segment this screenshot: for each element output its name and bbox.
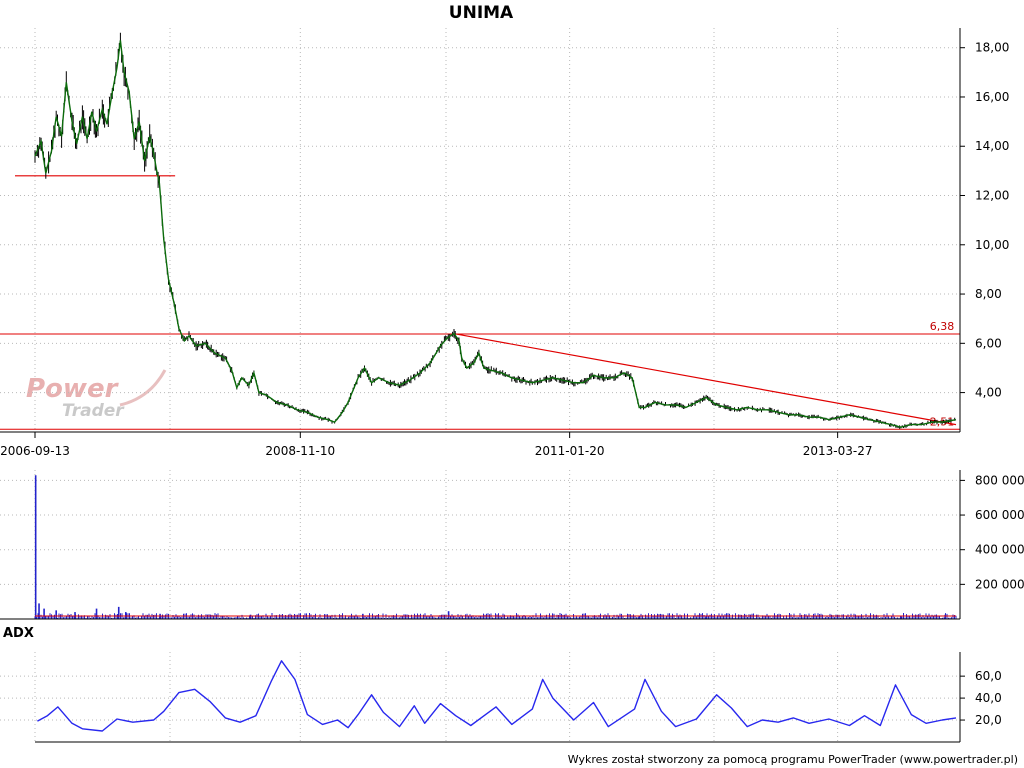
price-y-tick-label: 18,00 [975,41,1009,55]
price-y-tick-label: 14,00 [975,139,1009,153]
adx-panel-label: ADX [3,626,34,641]
adx-y-tick-label: 60,0 [975,669,1002,683]
adx-line [37,660,957,732]
watermark-trader: Trader [62,401,125,421]
price-y-tick-label: 10,00 [975,238,1009,252]
adx-y-tick-label: 20,0 [975,713,1002,727]
volume-panel [34,475,957,619]
chart-title: UNIMA [449,3,514,23]
x-tick-label: 2011-01-20 [535,444,605,458]
volume-y-tick-label: 800 000 [975,473,1024,487]
price-y-tick-label: 16,00 [975,90,1009,104]
volume-y-tick-label: 200 000 [975,577,1024,591]
level-label: 6,38 [930,320,955,333]
price-y-tick-label: 12,00 [975,189,1009,203]
volume-y-tick-label: 400 000 [975,543,1024,557]
x-tick-label: 2008-11-10 [265,444,335,458]
price-y-tick-label: 8,00 [975,287,1002,301]
watermark-power: Power [26,374,120,404]
price-panel: 6,382,51 [0,32,960,430]
watermark-swoosh-icon [119,369,167,407]
axes: 4,00 6,00 8,00 10,00 12,00 14,00 16,00 18,00 200… [0,28,1024,743]
powertrader-watermark: Power Trader [26,369,167,421]
price-y-tick-label: 4,00 [975,386,1002,400]
volume-y-tick-label: 600 000 [975,508,1024,522]
x-tick-label: 2013-03-27 [803,444,873,458]
price-line [34,40,957,428]
adx-panel [37,660,957,732]
price-y-tick-label: 6,00 [975,336,1002,350]
footer-credit: Wykres został stworzony za pomocą progra… [568,753,1018,766]
adx-y-tick-label: 40,0 [975,691,1002,705]
x-tick-label: 2006-09-13 [0,444,70,458]
trend-line [455,333,957,426]
